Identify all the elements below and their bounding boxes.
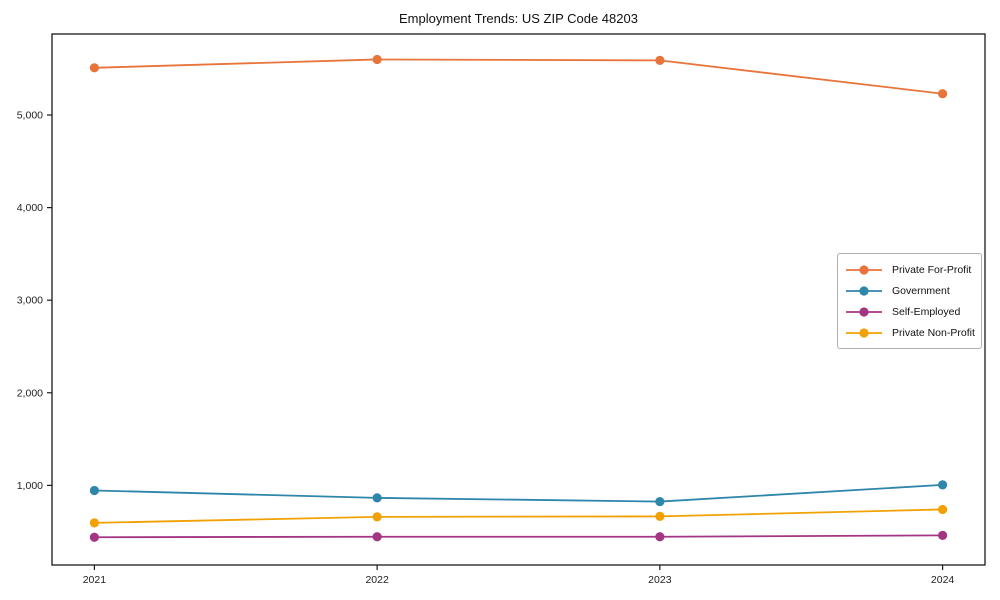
y-tick-label: 3,000: [17, 295, 43, 307]
x-tick-label: 2022: [365, 574, 389, 586]
y-tick-label: 4,000: [17, 202, 43, 214]
data-point: [372, 54, 382, 65]
legend-label: Private For-Profit: [892, 263, 972, 276]
legend-marker-icon: [846, 306, 882, 317]
legend-label: Government: [892, 284, 950, 297]
data-point: [937, 89, 948, 99]
legend-label: Self-Employed: [892, 305, 961, 318]
x-tick-label: 2024: [931, 574, 955, 586]
legend-marker-icon: [846, 264, 882, 275]
series-line-self-employed: [93, 534, 944, 539]
data-point: [372, 532, 382, 542]
x-tick-label: 2021: [83, 574, 107, 586]
data-point: [655, 55, 665, 65]
legend-item: Private For-Profit: [845, 260, 975, 279]
data-point: [655, 496, 665, 507]
data-point: [372, 493, 382, 503]
data-point: [937, 480, 948, 490]
legend-item: Private Non-Profit: [845, 323, 975, 342]
data-point: [937, 530, 948, 540]
data-point: [89, 518, 100, 528]
data-point: [937, 504, 948, 515]
legend-item: Self-Employed: [845, 302, 975, 321]
legend-label: Private Non-Profit: [892, 326, 975, 339]
data-point: [372, 512, 382, 522]
plot-frame: [51, 33, 986, 566]
legend-item: Government: [845, 281, 975, 300]
data-point: [89, 485, 100, 496]
legend-marker-icon: [846, 327, 882, 338]
series-line-government: [93, 484, 944, 503]
data-point: [89, 532, 100, 542]
data-point: [655, 511, 665, 521]
x-tick-label: 2023: [648, 574, 672, 586]
data-point: [89, 63, 100, 73]
legend-marker-icon: [846, 285, 882, 296]
y-tick-label: 5,000: [17, 110, 43, 122]
legend: Private For-Profit Government Self-Employe…: [837, 253, 982, 349]
series-line-private-for-profit: [93, 58, 944, 95]
series-line-private-non-profit: [93, 508, 944, 524]
chart-title: Employment Trends: US ZIP Code 48203: [399, 11, 638, 26]
data-point: [655, 532, 665, 542]
y-tick-label: 1,000: [17, 480, 43, 492]
y-tick-label: 2,000: [17, 387, 43, 399]
